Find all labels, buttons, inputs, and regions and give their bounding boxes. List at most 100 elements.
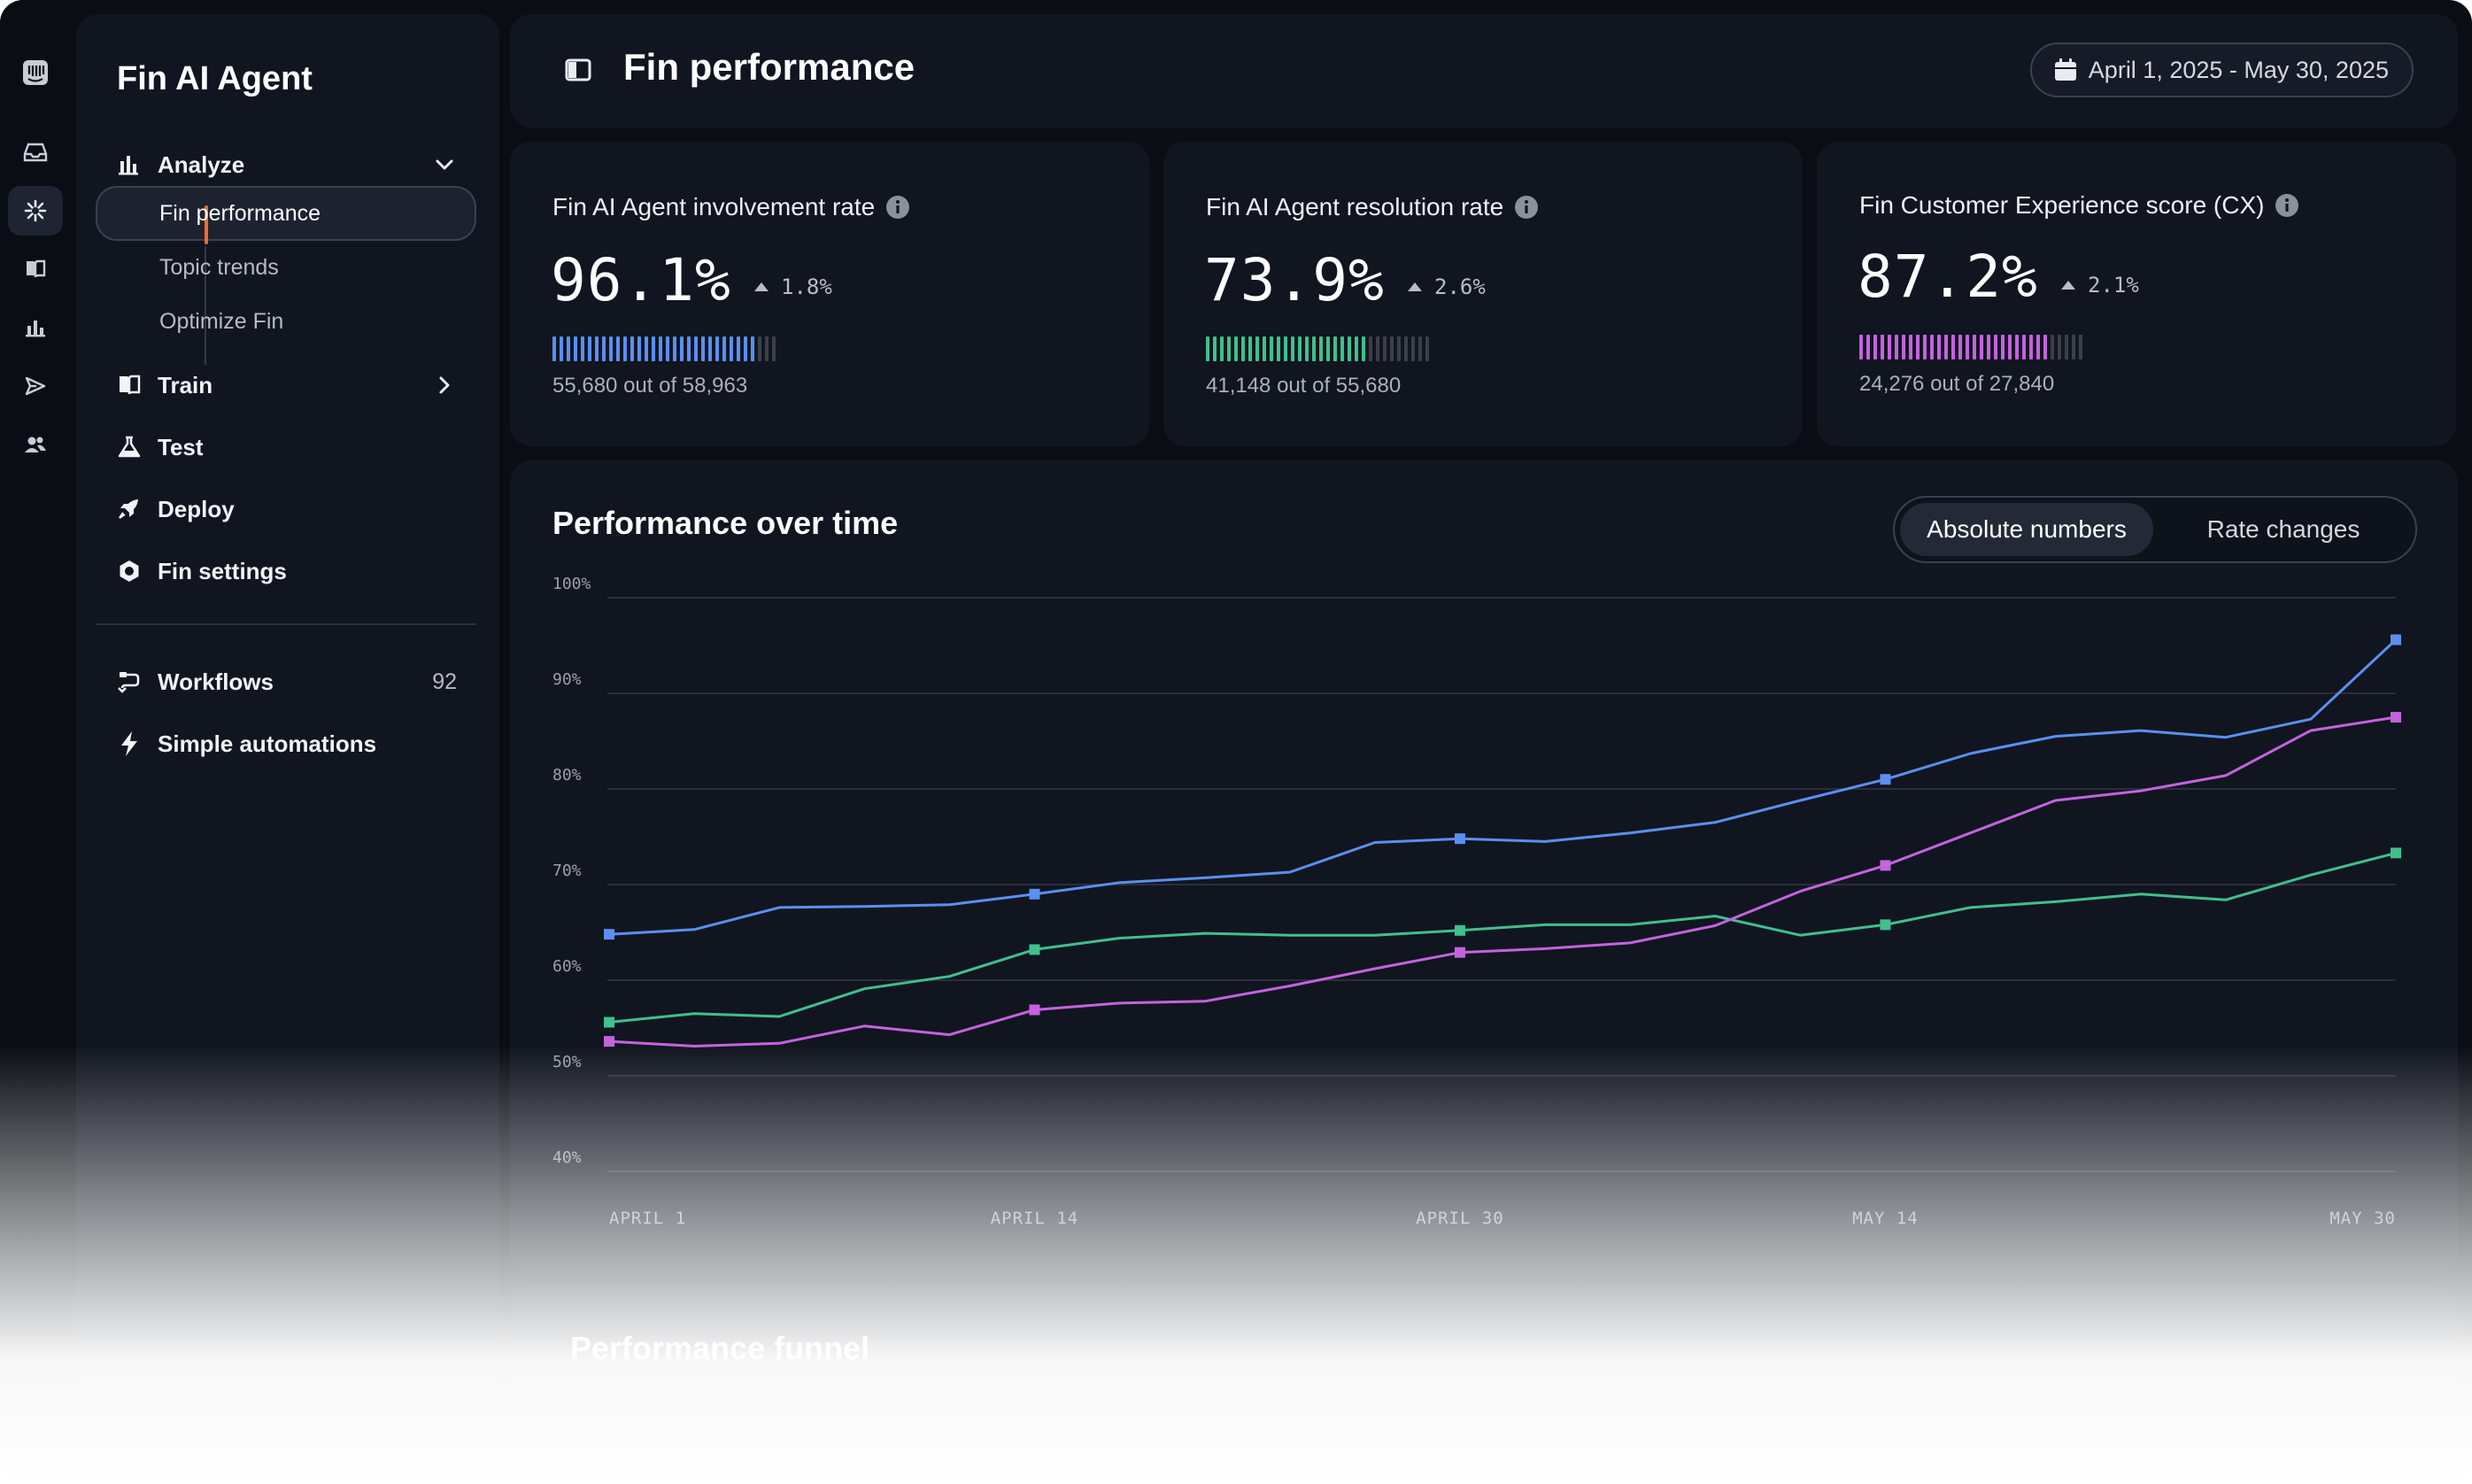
active-indicator xyxy=(205,205,208,244)
progress-tick xyxy=(1390,336,1394,361)
progress-tick xyxy=(2001,335,2005,359)
toggle-absolute-numbers[interactable]: Absolute numbers xyxy=(1900,503,2153,556)
progress-tick xyxy=(673,336,676,361)
data-point-marker xyxy=(1454,924,1465,936)
reports-icon[interactable] xyxy=(8,303,63,352)
progress-tick xyxy=(1298,336,1302,361)
nav-simple-automations[interactable]: Simple automations xyxy=(115,723,376,765)
progress-tick xyxy=(595,336,599,361)
workflow-icon xyxy=(115,668,143,696)
progress-tick xyxy=(744,336,747,361)
progress-tick xyxy=(758,336,761,361)
progress-tick xyxy=(1895,335,1898,359)
info-icon[interactable] xyxy=(2275,193,2299,218)
nav-train-label: Train xyxy=(158,371,213,398)
progress-tick xyxy=(1270,336,1273,361)
funnel-title: Performance funnel xyxy=(570,1330,870,1366)
data-point-marker xyxy=(604,1036,614,1047)
nav-fin-settings[interactable]: Fin settings xyxy=(115,550,287,592)
progress-tick xyxy=(637,336,641,361)
metric-label: Fin Customer Experience score (CX) xyxy=(1859,191,2299,220)
fin-agent-icon[interactable] xyxy=(8,186,63,236)
progress-tick xyxy=(708,336,712,361)
progress-tick xyxy=(2079,335,2082,359)
nav-workflows[interactable]: Workflows xyxy=(115,661,274,703)
view-toggle: Absolute numbers Rate changes xyxy=(1893,496,2417,563)
progress-tick xyxy=(1213,336,1217,361)
progress-tick xyxy=(1425,336,1429,361)
sub-item-topic-trends[interactable]: Topic trends xyxy=(159,254,279,280)
flask-icon xyxy=(115,433,143,461)
progress-tick xyxy=(1923,335,1927,359)
info-icon[interactable] xyxy=(1514,195,1539,220)
inbox-icon[interactable] xyxy=(8,128,63,177)
nav-analyze[interactable]: Analyze xyxy=(115,143,244,186)
page-title: Fin performance xyxy=(623,46,915,88)
metric-label: Fin AI Agent resolution rate xyxy=(1206,193,1539,221)
series-line-2 xyxy=(608,851,2397,1024)
sub-item-optimize-fin[interactable]: Optimize Fin xyxy=(159,308,284,334)
progress-tick xyxy=(1227,336,1231,361)
toggle-rate-changes[interactable]: Rate changes xyxy=(2206,515,2360,543)
progress-tick xyxy=(1994,335,1997,359)
workflows-count: 92 xyxy=(432,669,457,694)
metric-delta-text: 2.1% xyxy=(2088,273,2139,298)
nav-test[interactable]: Test xyxy=(115,426,204,468)
sidebar-toggle-icon[interactable] xyxy=(565,58,591,86)
progress-tick xyxy=(1220,336,1224,361)
sub-item-fin-performance[interactable]: Fin performance xyxy=(159,200,321,226)
nav-test-label: Test xyxy=(158,433,204,460)
progress-tick xyxy=(1255,336,1259,361)
sidebar: Fin AI Agent Analyze Fin performance Top… xyxy=(76,14,499,1484)
info-icon[interactable] xyxy=(885,195,910,220)
progress-tick xyxy=(772,336,776,361)
progress-tick xyxy=(2065,335,2068,359)
data-point-marker xyxy=(1029,1004,1040,1016)
data-point-marker xyxy=(1880,774,1891,785)
progress-tick xyxy=(2051,335,2054,359)
progress-tick xyxy=(1234,336,1238,361)
progress-tick xyxy=(1340,336,1344,361)
x-tick-label: APRIL 14 xyxy=(991,1209,1079,1228)
metric-label-text: Fin AI Agent resolution rate xyxy=(1206,193,1504,220)
date-range-picker[interactable]: April 1, 2025 - May 30, 2025 xyxy=(2029,43,2414,97)
rocket-icon xyxy=(115,495,143,523)
progress-tick xyxy=(722,336,726,361)
x-tick-label: MAY 14 xyxy=(1852,1209,1919,1228)
metric-delta: 2.6% xyxy=(1408,274,1486,299)
progress-tick xyxy=(645,336,648,361)
progress-tick xyxy=(1973,335,1976,359)
nav-train[interactable]: Train xyxy=(115,364,212,406)
data-point-marker xyxy=(2391,634,2401,645)
progress-tick xyxy=(1383,336,1387,361)
progress-tick xyxy=(567,336,570,361)
progress-tick xyxy=(1277,336,1280,361)
progress-tick xyxy=(1958,335,1962,359)
nav-settings-label: Fin settings xyxy=(158,557,287,584)
progress-tick xyxy=(588,336,591,361)
logo-icon[interactable] xyxy=(8,48,63,97)
nav-divider xyxy=(96,623,476,625)
progress-tick xyxy=(652,336,655,361)
chevron-down-icon[interactable] xyxy=(432,152,457,177)
metric-subtext: 55,680 out of 58,963 xyxy=(552,374,748,398)
progress-tick xyxy=(1944,335,1948,359)
progress-tick xyxy=(581,336,584,361)
chevron-right-icon[interactable] xyxy=(432,373,457,398)
x-tick-label: APRIL 30 xyxy=(1416,1209,1504,1228)
tree-line xyxy=(205,246,206,365)
page-header: Fin performance April 1, 2025 - May 30, … xyxy=(510,14,2458,128)
send-icon[interactable] xyxy=(8,361,63,411)
book-icon[interactable] xyxy=(8,244,63,294)
y-tick-label: 50% xyxy=(552,1053,582,1071)
progress-tick xyxy=(1418,336,1422,361)
sub-item-active-bg xyxy=(96,186,476,241)
series-line-1 xyxy=(608,638,2398,936)
contacts-icon[interactable] xyxy=(8,420,63,469)
progress-tick xyxy=(602,336,606,361)
x-tick-label: APRIL 1 xyxy=(609,1209,686,1228)
nav-workflows-label: Workflows xyxy=(158,668,274,695)
book-icon xyxy=(115,371,143,399)
nav-deploy[interactable]: Deploy xyxy=(115,488,235,530)
